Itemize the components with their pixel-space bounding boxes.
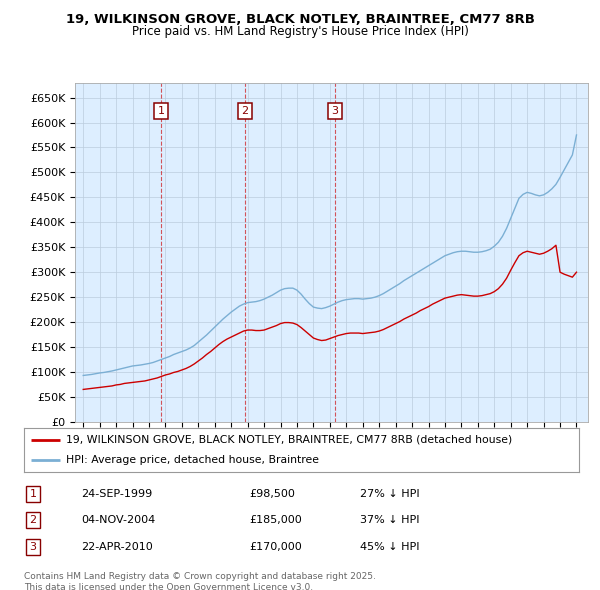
- Text: 22-APR-2010: 22-APR-2010: [81, 542, 153, 552]
- Text: 27% ↓ HPI: 27% ↓ HPI: [360, 489, 419, 499]
- Text: 04-NOV-2004: 04-NOV-2004: [81, 516, 155, 525]
- Text: 3: 3: [29, 542, 37, 552]
- Text: 1: 1: [29, 489, 37, 499]
- Text: 1: 1: [157, 106, 164, 116]
- Text: 37% ↓ HPI: 37% ↓ HPI: [360, 516, 419, 525]
- Text: 24-SEP-1999: 24-SEP-1999: [81, 489, 152, 499]
- Text: 2: 2: [29, 516, 37, 525]
- Text: £185,000: £185,000: [249, 516, 302, 525]
- Text: 45% ↓ HPI: 45% ↓ HPI: [360, 542, 419, 552]
- Text: £98,500: £98,500: [249, 489, 295, 499]
- Text: Price paid vs. HM Land Registry's House Price Index (HPI): Price paid vs. HM Land Registry's House …: [131, 25, 469, 38]
- Text: 3: 3: [331, 106, 338, 116]
- Text: 19, WILKINSON GROVE, BLACK NOTLEY, BRAINTREE, CM77 8RB: 19, WILKINSON GROVE, BLACK NOTLEY, BRAIN…: [65, 13, 535, 26]
- Text: 19, WILKINSON GROVE, BLACK NOTLEY, BRAINTREE, CM77 8RB (detached house): 19, WILKINSON GROVE, BLACK NOTLEY, BRAIN…: [65, 435, 512, 445]
- Text: 2: 2: [241, 106, 248, 116]
- Text: £170,000: £170,000: [249, 542, 302, 552]
- Text: Contains HM Land Registry data © Crown copyright and database right 2025.
This d: Contains HM Land Registry data © Crown c…: [24, 572, 376, 590]
- Text: HPI: Average price, detached house, Braintree: HPI: Average price, detached house, Brai…: [65, 455, 319, 465]
